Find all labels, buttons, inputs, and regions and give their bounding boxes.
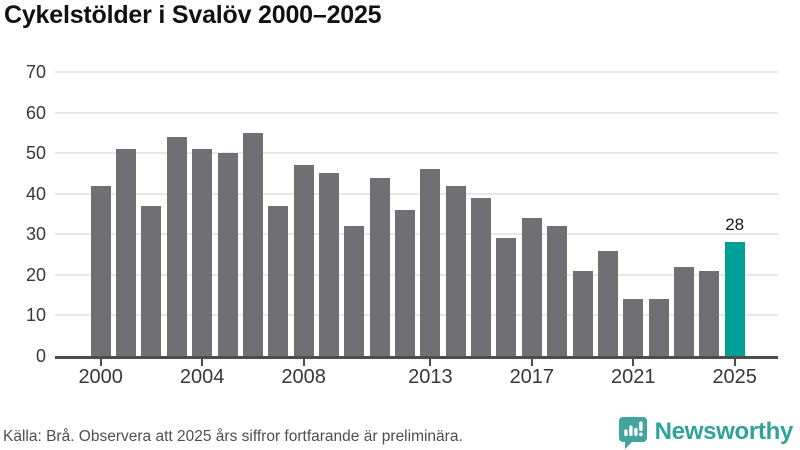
gridline-y-40 — [55, 192, 778, 195]
bar-2014 — [445, 185, 466, 356]
x-tick-2025 — [733, 359, 736, 366]
bar-2019 — [572, 270, 593, 356]
y-tick-label-50: 50 — [25, 143, 46, 164]
bar-2011 — [369, 177, 390, 356]
x-tick-label-2017: 2017 — [509, 366, 555, 388]
gridline-y-10 — [55, 314, 778, 317]
y-tick-label-20: 20 — [25, 264, 46, 285]
x-tick-label-2008: 2008 — [281, 366, 326, 388]
bar-2007 — [268, 205, 289, 356]
newsworthy-speech-bubble-bar-chart-icon — [618, 416, 648, 449]
brand-name: Newsworthy — [654, 418, 794, 445]
newsworthy-logo-link[interactable]: Newsworthy — [618, 415, 793, 449]
x-tick-2013 — [429, 359, 432, 366]
x-tick-2000 — [99, 359, 102, 366]
x-tick-label-2000: 2000 — [78, 366, 123, 388]
gridline-y-50 — [55, 152, 778, 155]
bar-2001 — [116, 149, 137, 356]
x-tick-2004 — [201, 359, 204, 366]
gridline-y-70 — [55, 71, 778, 73]
y-tick-label-60: 60 — [25, 102, 46, 123]
bar-2013 — [420, 169, 441, 356]
page-title: Cykelstölder i Svalöv 2000–2025 — [4, 1, 382, 29]
bar-2008 — [293, 165, 314, 356]
bar-2005 — [217, 153, 238, 356]
bar-2018 — [547, 226, 568, 356]
bar-2006 — [242, 132, 263, 356]
bar-2002 — [141, 205, 162, 356]
y-tick-label-0: 0 — [35, 346, 46, 366]
bar-2016 — [496, 238, 517, 356]
x-tick-2021 — [632, 359, 635, 366]
y-tick-label-40: 40 — [25, 183, 46, 204]
x-tick-label-2021: 2021 — [611, 366, 656, 388]
x-axis: 2000 2004 2008 2013 2017 2021 2025 — [0, 359, 800, 399]
plot-area: 28 — [55, 71, 778, 359]
x-tick-2017 — [530, 359, 533, 366]
bar-2003 — [166, 136, 187, 356]
y-axis: 0 10 20 30 40 50 60 70 — [0, 62, 46, 366]
y-tick-label-10: 10 — [25, 305, 46, 326]
highlight-value-label: 28 — [725, 215, 745, 235]
gridline-y-60 — [55, 111, 778, 114]
bar-2020 — [597, 250, 618, 356]
x-tick-2008 — [302, 359, 305, 366]
bar-2000 — [90, 185, 111, 356]
bar-2015 — [471, 197, 492, 356]
bar-2004 — [192, 149, 213, 356]
y-tick-label-70: 70 — [25, 62, 46, 82]
x-tick-label-2025: 2025 — [712, 366, 757, 388]
bar-2012 — [395, 209, 416, 356]
bar-2021 — [623, 299, 644, 356]
source-note: Källa: Brå. Observera att 2025 års siffr… — [3, 428, 463, 445]
y-tick-label-30: 30 — [25, 224, 46, 245]
bar-2025 — [724, 242, 745, 356]
gridline-y-30 — [55, 233, 778, 236]
bar-2024 — [699, 270, 720, 356]
gridline-y-20 — [55, 273, 778, 276]
x-tick-label-2004: 2004 — [179, 366, 225, 388]
bar-2022 — [648, 299, 669, 356]
bar-2010 — [344, 226, 365, 356]
bar-2023 — [673, 266, 694, 356]
x-tick-label-2013: 2013 — [408, 366, 453, 388]
bar-2017 — [521, 218, 542, 356]
bar-2009 — [318, 173, 339, 356]
